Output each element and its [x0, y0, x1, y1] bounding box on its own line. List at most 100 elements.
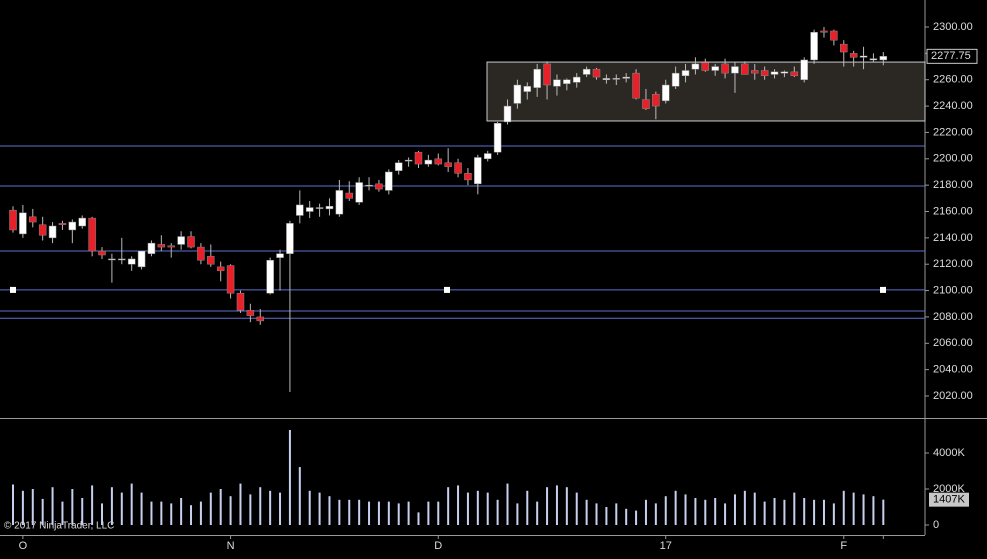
y-tick-label: 2180.00	[933, 179, 973, 191]
volume-bar	[348, 499, 351, 525]
volume-bar	[31, 488, 34, 525]
candle-body	[147, 242, 156, 254]
volume-bar	[61, 501, 64, 525]
volume-bar	[832, 503, 835, 525]
candle-body	[721, 63, 729, 74]
volume-bar	[664, 496, 667, 525]
candle-body	[612, 78, 621, 80]
volume-bar	[644, 499, 647, 525]
y-tick-label: 2100.00	[933, 284, 973, 296]
last-volume-box	[929, 492, 969, 507]
volume-bar	[674, 490, 677, 525]
y-tick-label: 2260.00	[933, 74, 973, 86]
candle-body	[553, 79, 561, 87]
volume-bar	[753, 492, 756, 525]
candle-body	[78, 217, 86, 227]
volume-bar	[575, 492, 578, 525]
y-tick-label: 2080.00	[933, 311, 973, 323]
y-tick-label: 2160.00	[933, 205, 973, 217]
volume-bar	[813, 499, 816, 525]
y-tick-label: 2300.00	[933, 21, 973, 33]
candle-body	[434, 158, 443, 165]
volume-bar	[476, 490, 479, 525]
candle-body	[167, 245, 175, 248]
candle-body	[38, 224, 47, 236]
candle-body	[483, 153, 492, 160]
candle-body	[335, 190, 344, 215]
candle-body	[256, 316, 264, 322]
candle-body	[315, 207, 324, 209]
volume-bar	[209, 492, 212, 525]
volume-bar	[783, 499, 786, 525]
candle-body	[711, 66, 719, 71]
volume-bar	[397, 503, 400, 525]
volume-bar	[249, 494, 252, 525]
candle-body	[29, 216, 37, 223]
volume-bar	[684, 494, 687, 525]
volume-bar	[822, 499, 825, 525]
y-tick-label: 2220.00	[933, 126, 973, 138]
candle-body	[572, 76, 581, 83]
candle-body	[602, 78, 611, 80]
volume-bar	[259, 487, 262, 525]
volume-bar	[793, 492, 796, 525]
candle-body	[355, 182, 363, 203]
volume-bar	[704, 499, 707, 525]
candle-body	[879, 56, 888, 61]
candle-body	[414, 151, 423, 165]
volume-bar	[239, 483, 242, 525]
candle-body	[770, 71, 779, 75]
volume-bar	[41, 498, 44, 525]
candle-body	[424, 159, 433, 165]
volume-bar	[288, 429, 291, 525]
candle-body	[216, 266, 225, 272]
candle-body	[780, 71, 789, 74]
volume-bar	[21, 490, 24, 525]
anchor-handle	[444, 286, 450, 293]
candle-body	[108, 258, 116, 261]
volume-bar	[526, 490, 529, 525]
candle-body	[849, 53, 858, 58]
candle-body	[207, 256, 215, 265]
x-tick-label: O	[19, 540, 28, 552]
candle-body	[266, 260, 274, 294]
candle-body	[118, 258, 126, 261]
candle-body	[325, 205, 334, 210]
candle-body	[691, 63, 700, 70]
candle-body	[790, 71, 799, 77]
volume-bar	[318, 492, 321, 525]
candle-body	[197, 246, 205, 261]
volume-bar	[724, 503, 727, 525]
candle-body	[671, 72, 680, 87]
volume-bar	[763, 501, 766, 525]
candle-body	[741, 63, 749, 75]
candle-body	[444, 162, 452, 167]
volume-bar	[269, 490, 272, 525]
volume-bar	[358, 499, 361, 525]
candle-body	[286, 223, 294, 254]
y-tick-label: 2040.00	[933, 364, 973, 376]
candle-body	[681, 70, 690, 77]
volume-bar	[407, 501, 410, 525]
x-tick-label: 17	[660, 540, 672, 552]
volume-bar	[872, 496, 875, 525]
candle-body	[88, 217, 96, 252]
volume-bar	[417, 512, 420, 525]
volume-bar	[565, 487, 568, 525]
candle-body	[187, 236, 195, 248]
candle-body	[454, 162, 462, 174]
volume-bar	[733, 494, 736, 525]
y-tick-label: 2120.00	[933, 258, 973, 270]
candle-body	[830, 30, 838, 41]
volume-bar	[457, 485, 460, 525]
volume-bar	[140, 492, 143, 525]
candle-body	[543, 63, 551, 86]
candle-body	[127, 258, 136, 265]
volume-bar	[852, 492, 855, 525]
y-tick-label: 2060.00	[933, 337, 973, 349]
candle-body	[236, 292, 245, 311]
candle-body	[859, 55, 868, 58]
volume-bar	[71, 488, 74, 525]
y-tick-label: 2020.00	[933, 390, 973, 402]
volume-bar	[743, 490, 746, 525]
